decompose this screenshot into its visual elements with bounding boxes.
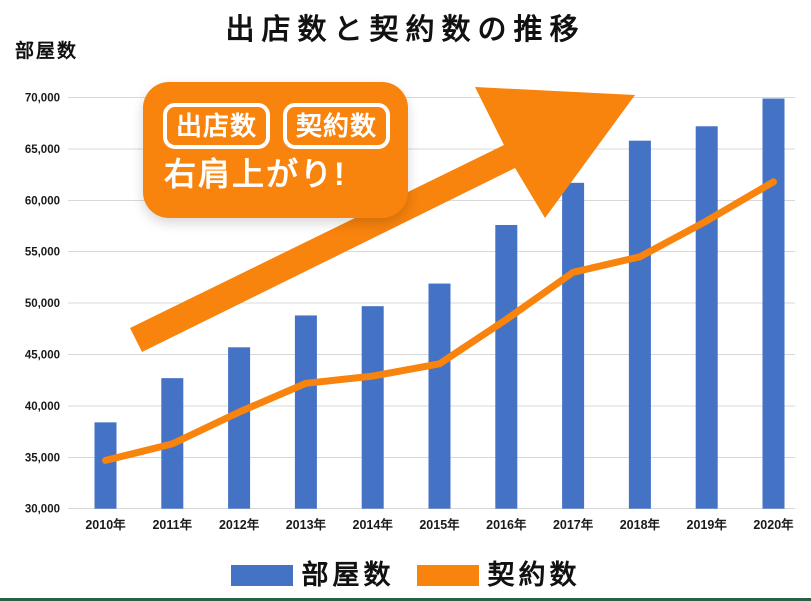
x-tick-label: 2012年 — [219, 517, 260, 532]
y-tick-labels: 30,000 35,000 40,000 45,000 50,000 55,000 60,0… — [25, 93, 60, 516]
x-tick-label: 2016年 — [486, 517, 527, 532]
y-axis-title: 部屋数 — [15, 41, 79, 62]
callout-badge-keiyaku: 契約数 — [283, 103, 391, 149]
bar-2012年 — [228, 347, 251, 509]
legend-label-contracts: 契約数 — [487, 559, 581, 590]
x-tick-labels: 2010年 2011年 2012年 2013年 2014年 2015年 2016年 2017年… — [85, 517, 794, 532]
line-series — [102, 178, 777, 464]
x-tick-label: 2014年 — [353, 517, 394, 532]
callout-badge-shutten: 出店数 — [163, 103, 271, 149]
x-tick-label: 2020年 — [753, 517, 794, 532]
bottom-border-rule — [0, 598, 811, 601]
x-tick-label: 2017年 — [553, 517, 594, 532]
bar-2017年 — [562, 182, 585, 509]
y-tick-label: 70,000 — [25, 93, 60, 105]
x-tick-label: 2011年 — [152, 517, 192, 532]
x-tick-label: 2013年 — [286, 517, 327, 532]
y-tick-label: 45,000 — [25, 350, 60, 362]
bar-2014年 — [361, 306, 384, 509]
bar-2013年 — [294, 315, 317, 509]
x-tick-label: 2019年 — [687, 517, 728, 532]
contracts-line — [102, 178, 777, 464]
y-tick-label: 65,000 — [25, 144, 60, 156]
bar-2020年 — [762, 98, 785, 509]
chart-title: 出店数と契約数の推移 — [225, 14, 586, 46]
bar-2018年 — [628, 140, 651, 509]
upward-trend-arrow — [130, 87, 635, 352]
legend-label-rooms: 部屋数 — [301, 559, 395, 590]
x-tick-label: 2018年 — [620, 517, 661, 532]
annotation-callout: 出店数 契約数 右肩上がり! — [143, 82, 408, 218]
callout-text: 右肩上がり! — [164, 156, 347, 192]
y-tick-label: 60,000 — [25, 195, 60, 207]
legend-swatch-contracts — [416, 564, 479, 586]
chart-legend: 部屋数 契約数 — [0, 560, 811, 590]
y-tick-label: 50,000 — [25, 298, 60, 310]
legend-item-rooms: 部屋数 — [230, 559, 395, 590]
legend-item-contracts: 契約数 — [416, 559, 581, 590]
bar-series — [94, 98, 785, 509]
y-tick-label: 30,000 — [25, 504, 60, 516]
bar-2019年 — [695, 126, 718, 509]
bar-2010年 — [94, 422, 117, 509]
legend-swatch-rooms — [230, 564, 293, 586]
callout-badges: 出店数 契約数 — [143, 82, 408, 149]
y-tick-label: 40,000 — [25, 401, 60, 413]
x-tick-label: 2015年 — [419, 517, 460, 532]
y-tick-label: 55,000 — [25, 247, 60, 259]
bar-2015年 — [428, 283, 451, 509]
x-tick-label: 2010年 — [85, 517, 126, 532]
bar-2016年 — [495, 224, 518, 509]
y-tick-label: 35,000 — [25, 452, 60, 464]
